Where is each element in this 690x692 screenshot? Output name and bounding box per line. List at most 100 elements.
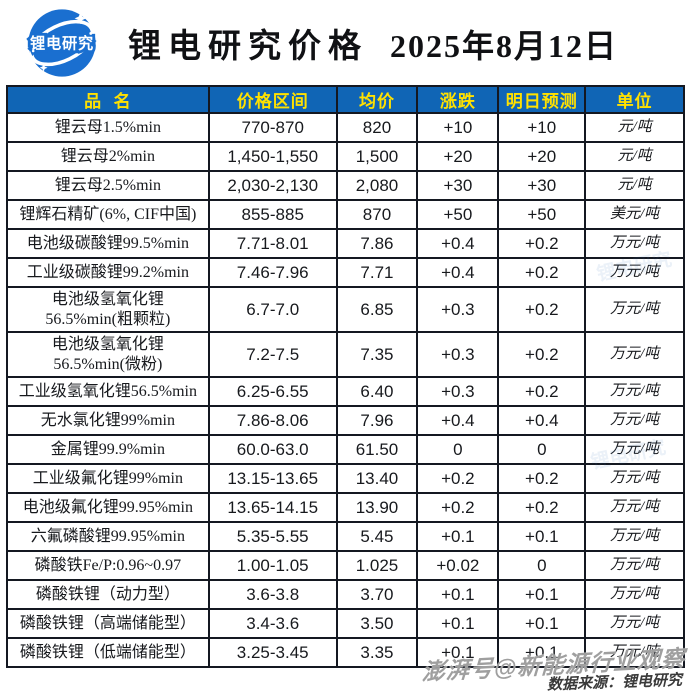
cell-forecast: +0.1	[497, 521, 587, 552]
cell-change: +0.2	[416, 492, 500, 523]
cell-range: 2,030-2,130	[207, 170, 338, 201]
cell-change: +20	[416, 141, 500, 172]
cell-unit: 万元/吨	[584, 376, 685, 407]
table-row: 六氟磷酸锂99.95%min 5.35-5.55 5.45 +0.1 +0.1 万元/吨	[6, 521, 685, 552]
cell-unit: 美元/吨	[584, 199, 685, 230]
cell-change: 0	[416, 434, 500, 465]
cell-avg: 7.71	[335, 257, 419, 288]
cell-forecast: +0.1	[497, 579, 587, 610]
cell-unit: 万元/吨	[584, 463, 685, 494]
cell-name: 六氟磷酸锂99.95%min	[6, 521, 210, 552]
logo-sparkle-small-icon	[39, 63, 48, 72]
cell-unit: 万元/吨	[584, 579, 685, 610]
cell-forecast: +10	[497, 112, 587, 143]
cell-range: 60.0-63.0	[207, 434, 338, 465]
cell-unit: 元/吨	[584, 141, 685, 172]
table-header-row: 品 名价格区间 均价 涨跌 明日预测 单位	[6, 85, 685, 114]
cell-range: 5.35-5.55	[207, 521, 338, 552]
cell-avg: 3.70	[335, 579, 419, 610]
cell-range: 855-885	[207, 199, 338, 230]
cell-unit: 万元/吨	[584, 331, 685, 378]
logo-dot2-icon	[31, 49, 35, 52]
table-row: 电池级氢氧化锂 56.5%min(微粉) 7.2-7.5 7.35 +0.3 +0.2 万…	[6, 331, 685, 378]
cell-change: +10	[416, 112, 500, 143]
logo-text: 锂电研究	[30, 34, 94, 52]
table-row: 磷酸铁锂（动力型） 3.6-3.8 3.70 +0.1 +0.1 万元/吨	[6, 579, 685, 610]
cell-avg: 13.90	[335, 492, 419, 523]
table-row: 磷酸铁Fe/P:0.96~0.97 1.00-1.05 1.025 +0.02 0 万元/…	[6, 550, 685, 581]
column-header-range: 价格区间	[207, 85, 338, 114]
cell-avg: 7.35	[335, 331, 419, 378]
cell-name: 电池级氢氧化锂 56.5%min(微粉)	[6, 331, 210, 378]
cell-name: 磷酸铁锂（动力型）	[6, 579, 210, 610]
report-date: 2025年8月12日	[390, 27, 619, 64]
report-header: 锂电研究 锂电研究价格 2025年8月12日	[0, 0, 690, 85]
data-source-note: 数据来源：锂电研究	[546, 672, 683, 692]
column-header-change: 涨跌	[416, 85, 500, 114]
table-row: 工业级氟化锂99%min 13.15-13.65 13.40 +0.2 +0.2 万元/吨	[6, 463, 685, 494]
cell-unit: 万元/吨	[584, 286, 685, 333]
column-header-unit: 单位	[584, 85, 685, 114]
cell-forecast: +0.2	[497, 331, 587, 378]
cell-name: 工业级氢氧化锂56.5%min	[6, 376, 210, 407]
cell-range: 3.25-3.45	[207, 637, 338, 668]
cell-name: 电池级氟化锂99.95%min	[6, 492, 210, 523]
cell-range: 3.6-3.8	[207, 579, 338, 610]
cell-range: 770-870	[207, 112, 338, 143]
cell-unit: 万元/吨	[584, 550, 685, 581]
cell-range: 1.00-1.05	[207, 550, 338, 581]
table-row: 锂辉石精矿(6%, CIF中国) 855-885 870 +50 +50 美元/吨	[6, 199, 685, 230]
table-row: 磷酸铁锂（高端储能型） 3.4-3.6 3.50 +0.1 +0.1 万元/吨	[6, 608, 685, 639]
cell-unit: 万元/吨	[584, 608, 685, 639]
price-table: 品 名价格区间 均价 涨跌 明日预测 单位 锂云母1.5%min 770-870 820 +1…	[6, 85, 685, 668]
cell-forecast: +0.2	[497, 492, 587, 523]
cell-range: 6.7-7.0	[207, 286, 338, 333]
cell-name: 工业级碳酸锂99.2%min	[6, 257, 210, 288]
cell-range: 7.46-7.96	[207, 257, 338, 288]
cell-avg: 2,080	[335, 170, 419, 201]
cell-avg: 1,500	[335, 141, 419, 172]
cell-change: +0.2	[416, 463, 500, 494]
cell-range: 7.71-8.01	[207, 228, 338, 259]
table-row: 锂云母1.5%min 770-870 820 +10 +10 元/吨	[6, 112, 685, 143]
price-table-head: 品 名价格区间 均价 涨跌 明日预测 单位	[6, 85, 685, 114]
brand-logo: 锂电研究	[27, 8, 96, 77]
cell-name: 磷酸铁Fe/P:0.96~0.97	[6, 550, 210, 581]
cell-avg: 7.86	[335, 228, 419, 259]
cell-change: +0.02	[416, 550, 500, 581]
cell-range: 13.15-13.65	[207, 463, 338, 494]
cell-change: +0.4	[416, 405, 500, 436]
cell-name: 锂云母2%min	[6, 141, 210, 172]
cell-change: +0.4	[416, 228, 500, 259]
cell-forecast: 0	[497, 550, 587, 581]
table-row: 电池级碳酸锂99.5%min 7.71-8.01 7.86 +0.4 +0.2 万元/吨	[6, 228, 685, 259]
cell-name: 锂辉石精矿(6%, CIF中国)	[6, 199, 210, 230]
cell-unit: 元/吨	[584, 170, 685, 201]
cell-forecast: +0.2	[497, 463, 587, 494]
cell-avg: 3.50	[335, 608, 419, 639]
column-header-name: 品 名	[6, 85, 210, 114]
table-row: 金属锂99.9%min 60.0-63.0 61.50 0 0 万元/吨	[6, 434, 685, 465]
cell-change: +0.1	[416, 637, 500, 668]
cell-forecast: 0	[497, 434, 587, 465]
cell-change: +0.3	[416, 286, 500, 333]
table-row: 锂云母2.5%min 2,030-2,130 2,080 +30 +30 元/吨	[6, 170, 685, 201]
cell-avg: 6.40	[335, 376, 419, 407]
table-row: 工业级氢氧化锂56.5%min 6.25-6.55 6.40 +0.3 +0.2 万元/吨	[6, 376, 685, 407]
cell-unit: 元/吨	[584, 112, 685, 143]
cell-forecast: +0.2	[497, 228, 587, 259]
cell-change: +0.1	[416, 521, 500, 552]
cell-unit: 万元/吨	[584, 257, 685, 288]
cell-change: +0.3	[416, 376, 500, 407]
page-title: 锂电研究价格	[128, 28, 368, 65]
cell-name: 工业级氟化锂99%min	[6, 463, 210, 494]
cell-forecast: +0.4	[497, 405, 587, 436]
cell-forecast: +0.1	[497, 637, 587, 668]
cell-unit: 万元/吨	[584, 228, 685, 259]
cell-name: 电池级碳酸锂99.5%min	[6, 228, 210, 259]
cell-unit: 万元/吨	[584, 521, 685, 552]
cell-change: +0.1	[416, 608, 500, 639]
cell-avg: 61.50	[335, 434, 419, 465]
cell-forecast: +0.1	[497, 608, 587, 639]
logo-sparkle-icon	[74, 12, 87, 24]
